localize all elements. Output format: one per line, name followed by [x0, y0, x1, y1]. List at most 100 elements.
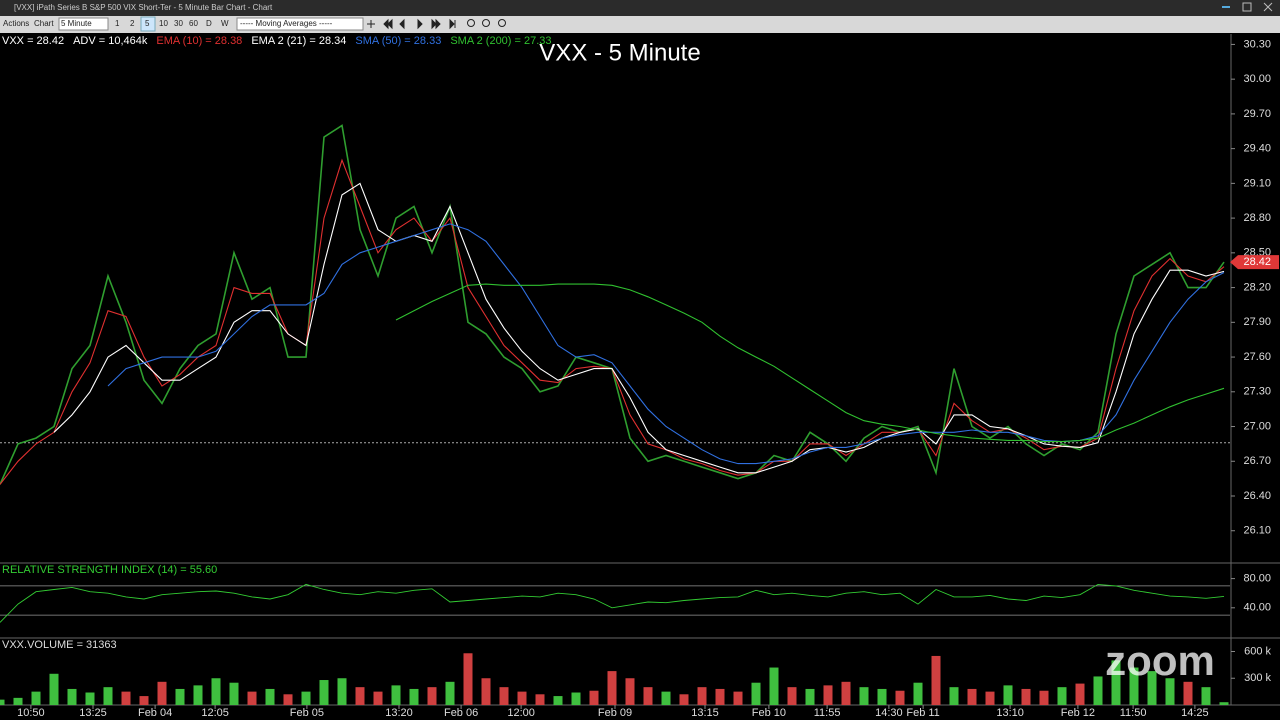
interval-button[interactable]: 1: [115, 19, 120, 28]
x-tick-label: 10:50: [17, 707, 45, 719]
volume-bar: [49, 673, 59, 705]
y-tick-label: 29.10: [1243, 177, 1271, 189]
legend-entry: EMA (10) = 28.38: [156, 35, 242, 47]
volume-bar: [409, 688, 419, 705]
y-tick-label: 27.60: [1243, 351, 1271, 363]
volume-bar: [0, 699, 5, 705]
volume-bar: [1129, 667, 1139, 705]
volume-bar: [31, 691, 41, 705]
series-line: [0, 124, 1225, 485]
y-tick-label: 26.70: [1243, 455, 1271, 467]
volume-bar: [1039, 690, 1049, 705]
interval-button[interactable]: 10: [159, 19, 168, 28]
toolbar: Actions Chart 5 Minute 1 2 5 10 30 60 D …: [0, 16, 1280, 33]
volume-bar: [607, 671, 617, 705]
y-tick-label: 28.20: [1243, 281, 1271, 293]
volume-bar: [733, 691, 743, 705]
volume-bar: [661, 691, 671, 705]
study-select-text: ----- Moving Averages -----: [240, 19, 333, 28]
zoom-button[interactable]: [467, 19, 475, 27]
volume-bar: [229, 682, 239, 705]
y-tick-label: 27.00: [1243, 420, 1271, 432]
volume-bar: [679, 694, 689, 705]
y-tick-label: 28.80: [1243, 212, 1271, 224]
x-tick-label: Feb 06: [444, 707, 478, 719]
volume-bar: [1111, 660, 1121, 705]
volume-bar: [67, 688, 77, 705]
menu[interactable]: Chart: [34, 19, 54, 28]
volume-bar: [967, 688, 977, 705]
last-price-tag: [1230, 255, 1279, 270]
x-tick-label: 14:25: [1181, 707, 1209, 719]
volume-bar: [247, 691, 257, 705]
volume-bar: [931, 655, 941, 705]
volume-bar: [949, 687, 959, 705]
close-button[interactable]: [1263, 2, 1273, 12]
volume-bar: [337, 678, 347, 705]
volume-bar: [589, 690, 599, 705]
x-tick-label: 13:15: [691, 707, 719, 719]
volume-bar: [859, 687, 869, 705]
y-tick-label: 600 k: [1244, 645, 1271, 657]
volume-bar: [985, 691, 995, 705]
series-line: [395, 283, 1225, 443]
minimize-button[interactable]: [1222, 6, 1230, 8]
interval-select[interactable]: [58, 17, 109, 31]
volume-bar: [463, 653, 473, 705]
volume-bar: [283, 694, 293, 705]
y-tick-label: 27.90: [1243, 316, 1271, 328]
interval-button-selected[interactable]: [140, 16, 156, 32]
window-title: [VXX] iPath Series B S&P 500 VIX Short-T…: [14, 3, 273, 12]
maximize-button[interactable]: [1242, 2, 1252, 12]
interval-select-text: 5 Minute: [61, 19, 92, 28]
interval-button[interactable]: W: [221, 19, 229, 28]
x-tick-label: 13:25: [79, 707, 107, 719]
volume-bar: [787, 687, 797, 705]
zoom-out-button[interactable]: [498, 19, 506, 27]
zoom-in-button[interactable]: [482, 19, 490, 27]
x-tick-label: Feb 09: [598, 707, 632, 719]
y-tick-label: 26.10: [1243, 525, 1271, 537]
volume-bar: [805, 688, 815, 705]
x-tick-label: 12:05: [201, 707, 229, 719]
volume-bar: [391, 685, 401, 705]
volume-bar: [841, 681, 851, 705]
volume-bar: [373, 691, 383, 705]
panel-title: VXX.VOLUME = 31363: [2, 639, 117, 651]
volume-bar: [355, 687, 365, 705]
navigation-buttons[interactable]: [383, 18, 456, 30]
menu[interactable]: Actions: [3, 19, 29, 28]
volume-bar: [1003, 685, 1013, 705]
x-tick-label: Feb 05: [290, 707, 324, 719]
x-tick-label: 14:30: [875, 707, 903, 719]
volume-bar: [157, 681, 167, 705]
volume-bar: [13, 697, 23, 705]
volume-bar: [715, 688, 725, 705]
add-button[interactable]: [367, 20, 375, 28]
volume-bar: [319, 680, 329, 705]
volume-bar: [427, 687, 437, 705]
volume-bar: [103, 687, 113, 705]
volume-bar: [571, 692, 581, 705]
title-bar: [0, 0, 1280, 16]
y-tick-label: 40.00: [1243, 602, 1271, 614]
chart-title: VXX - 5 Minute: [539, 39, 700, 66]
volume-bar: [625, 678, 635, 705]
study-select[interactable]: [236, 17, 364, 31]
interval-button[interactable]: 5: [145, 19, 150, 28]
y-tick-label: 30.30: [1243, 38, 1271, 50]
interval-button[interactable]: 60: [189, 19, 198, 28]
interval-button[interactable]: 2: [130, 19, 135, 28]
interval-button[interactable]: D: [206, 19, 212, 28]
volume-bar: [445, 681, 455, 705]
x-tick-label: Feb 12: [1061, 707, 1095, 719]
volume-bar: [697, 687, 707, 705]
volume-bar: [877, 688, 887, 705]
volume-bar: [751, 682, 761, 705]
panel-title: RELATIVE STRENGTH INDEX (14) = 55.60: [2, 564, 217, 576]
interval-button[interactable]: 30: [174, 19, 183, 28]
y-tick-label: 29.70: [1243, 108, 1271, 120]
x-tick-label: Feb 10: [752, 707, 786, 719]
volume-bar: [211, 678, 221, 705]
